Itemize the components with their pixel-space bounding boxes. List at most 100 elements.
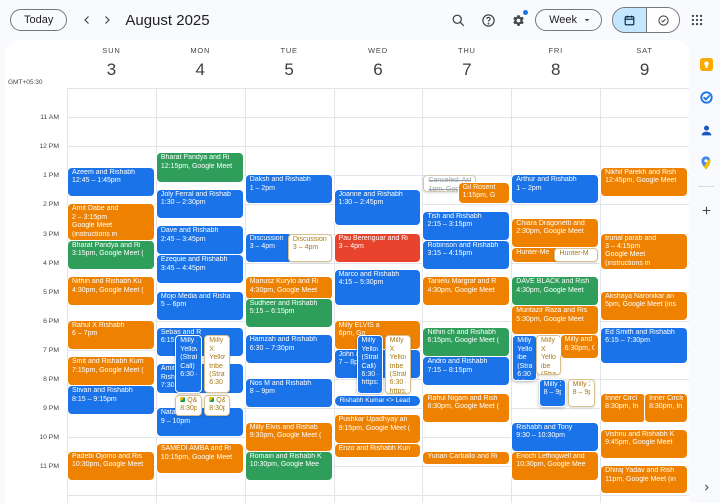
contacts-button[interactable] [696, 120, 716, 140]
prev-week-button[interactable] [77, 10, 97, 30]
event[interactable]: Ezequie and Rishabh 3:45 – 4:45pm [156, 255, 243, 284]
event[interactable]: Enzo and Rishabh Kun [334, 444, 421, 457]
event[interactable]: Dave and Rishabh 2:45 – 3:45pm [156, 226, 243, 255]
event[interactable]: SAMEDI AMBA and Ri 10:15pm, Google Meet [156, 444, 243, 473]
event-time: 4:30pm, Google Meet [427, 286, 495, 294]
event[interactable]: Hamzah and Rishabh 6:30 – 7:30pm [245, 335, 332, 364]
day-number[interactable]: 4 [195, 60, 206, 79]
event-title: Milly [389, 337, 404, 345]
day-number[interactable]: 9 [639, 60, 650, 79]
event[interactable]: Romain and Rishabh K 10:30pm, Google Mee [245, 451, 332, 480]
event[interactable]: Nithin and Rishabh Ku 4:30pm, Google Meet… [68, 277, 154, 306]
maps-button[interactable] [696, 153, 716, 173]
event[interactable]: Yurian Carballo and Ri [423, 451, 510, 464]
search-button[interactable] [445, 7, 471, 33]
event[interactable]: Milly X8 – 9p [538, 379, 566, 408]
event[interactable]: Nos M and Rishabh 8 – 9pm [245, 379, 332, 408]
event[interactable]: Milly and R6:30pm, G [560, 335, 599, 358]
event[interactable]: Q&A8:30pm [204, 395, 231, 416]
event[interactable]: Mojo Media and Risha 5 – 6pm [156, 291, 243, 320]
event-time: 3 – 4pm [292, 243, 319, 251]
event[interactable]: Rahul X Rishabh 6 – 7pm [68, 320, 154, 349]
keep-button[interactable] [696, 54, 716, 74]
event[interactable]: Muntazir Raza and Ris 5:30pm, Google Meet [512, 306, 599, 335]
event[interactable]: Pau Berenguar and Ri 3 – 4pm [334, 233, 421, 262]
event[interactable]: Daksh and Rishabh 1 – 2pm [245, 175, 332, 204]
tasks-view-toggle[interactable] [646, 8, 679, 32]
event[interactable]: Rishabh Kumar <> Lead [334, 396, 421, 406]
event-time: 11pm, Google Meet (in [605, 475, 676, 483]
event[interactable]: Marco and Rishabh 4:15 – 5:30pm [334, 269, 421, 306]
event[interactable]: Joly Ferral and Rishab 1:30 – 2:30pm [156, 189, 243, 218]
event[interactable]: Rahul Nigam and Rish 8:30pm, Google Meet … [423, 393, 510, 422]
toolbar: Today August 2025 Week [0, 0, 720, 40]
event-time: 6 – 7pm [72, 330, 98, 338]
scroll-right-button[interactable] [696, 477, 716, 497]
event[interactable]: Joanne and Rishabh 1:30 – 2:45pm [334, 189, 421, 226]
event[interactable]: Nikhil Parekh and Rish 12:45pm, Google Me… [601, 168, 688, 197]
event[interactable]: Q&A8:30pm [175, 395, 203, 416]
event[interactable]: Hunter-M [554, 248, 599, 262]
event[interactable]: Milly XYellow(StrateCall)6:30 –https:// [356, 335, 383, 394]
event[interactable]: Discussion 3 – 4pm [245, 233, 293, 262]
day-header-tue: TUE 5 [245, 40, 334, 88]
event[interactable]: Milly Elvis and Rishab 9:30pm, Google Mee… [245, 422, 332, 451]
event[interactable]: Smit and Rishabh Kum 7:15pm, Google Meet … [68, 357, 154, 386]
day-number[interactable]: 7 [462, 60, 472, 79]
event[interactable]: Dhiraj Yadav and Rish 11pm, Google Meet (… [601, 466, 688, 493]
event[interactable]: Nithin ch and Rishabh 6:15pm, Google Meet… [423, 328, 510, 357]
event[interactable]: Tish and Rishabh 2:15 – 3:15pm [423, 211, 510, 240]
event[interactable]: Chiara Dragonetti and 2:30pm, Google Meet [512, 218, 599, 248]
event-time: Yellow [180, 345, 197, 353]
day-number[interactable]: 8 [550, 60, 561, 79]
calendar-view-toggle[interactable] [613, 8, 646, 32]
get-addons-button[interactable] [696, 200, 716, 220]
event[interactable]: trunal parab and 3 – 4:15pm Google Meet (in… [601, 233, 688, 269]
event[interactable]: Milly X8 – 9p [567, 379, 595, 408]
next-week-button[interactable] [97, 10, 117, 30]
day-number[interactable]: 3 [106, 60, 117, 79]
event[interactable]: Rishabh and Tony 9:30 – 10:30pm [512, 422, 599, 451]
tasks-button[interactable] [696, 87, 716, 107]
event-time: 8 – 9p [572, 389, 590, 397]
day-number[interactable]: 5 [284, 60, 294, 79]
event[interactable]: Inner Circle 8:30pm, In [645, 393, 687, 422]
event[interactable]: Bharat Pandya and Ri 12:15pm, Google Meet [156, 153, 243, 182]
event[interactable]: Andro and Rishabh 7:15 – 8:15pm [423, 357, 510, 386]
event[interactable]: Discussion 3 – 4pm [287, 233, 332, 262]
settings-button[interactable] [505, 7, 531, 33]
event[interactable]: Bharat Pandya and Ri 3:15pm, Google Meet … [68, 240, 154, 269]
event[interactable]: Sudheer and Rishabh 5:15 – 6:15pm [245, 298, 332, 328]
help-button[interactable] [475, 7, 501, 33]
event[interactable]: Tanielu Margraf and R 4:30pm, Google Meet [423, 277, 510, 306]
event[interactable]: Robinson and Rishabh 3:15 – 4:15pm [423, 240, 510, 269]
event[interactable]: Mariusz Kurylo and Ri 4:30pm, Google Meet [245, 277, 332, 300]
today-button[interactable]: Today [10, 9, 68, 31]
view-selector[interactable]: Week [535, 9, 602, 31]
event[interactable]: Arthur and Rishabh 1 – 2pm [512, 175, 599, 204]
search-icon [452, 14, 464, 26]
day-number[interactable]: 6 [373, 60, 383, 79]
event[interactable]: Hunter-Me [512, 248, 559, 262]
event[interactable]: Stivan and Rishabh 8:15 – 9:15pm [68, 386, 154, 415]
event[interactable]: Pushkar Upadhyay an 9:15pm, Google Meet ( [334, 415, 421, 444]
event[interactable]: DAVE BLACK and Rish 4:30pm, Google Meet [512, 277, 599, 306]
hour-line [67, 117, 689, 119]
event[interactable]: Gil Rosent 1:15pm, G [458, 182, 510, 204]
event[interactable]: Ed Smith and Rishabh 6:15 – 7:30pm [601, 328, 688, 364]
event[interactable]: Vishnu and Rishabh K 9:45pm, Google Meet [601, 429, 688, 459]
event[interactable]: Inner Circl 8:30pm, In [601, 393, 645, 422]
event[interactable]: Padebi Ojomo and Ris 10:30pm, Google Meet [68, 451, 154, 480]
event[interactable]: Akshaya Naronikar an 5pm, Google Meet (in… [601, 291, 688, 320]
event[interactable]: Enoch Leffingwell and 10:30pm, Google Mee [512, 451, 599, 480]
event[interactable]: Amit Dabe and 2 – 3:15pm Google Meet (instr… [68, 204, 154, 240]
day-header-mon: MON 4 [156, 40, 245, 88]
apps-grid-button[interactable] [684, 7, 710, 33]
event[interactable]: Azeem and Rishabh 12:45 – 1:45pm [68, 168, 154, 197]
event[interactable]: Milly XYellow(StrateCall)6:30 – [175, 335, 203, 393]
event-title: Hamzah and Rishabh [249, 336, 318, 344]
